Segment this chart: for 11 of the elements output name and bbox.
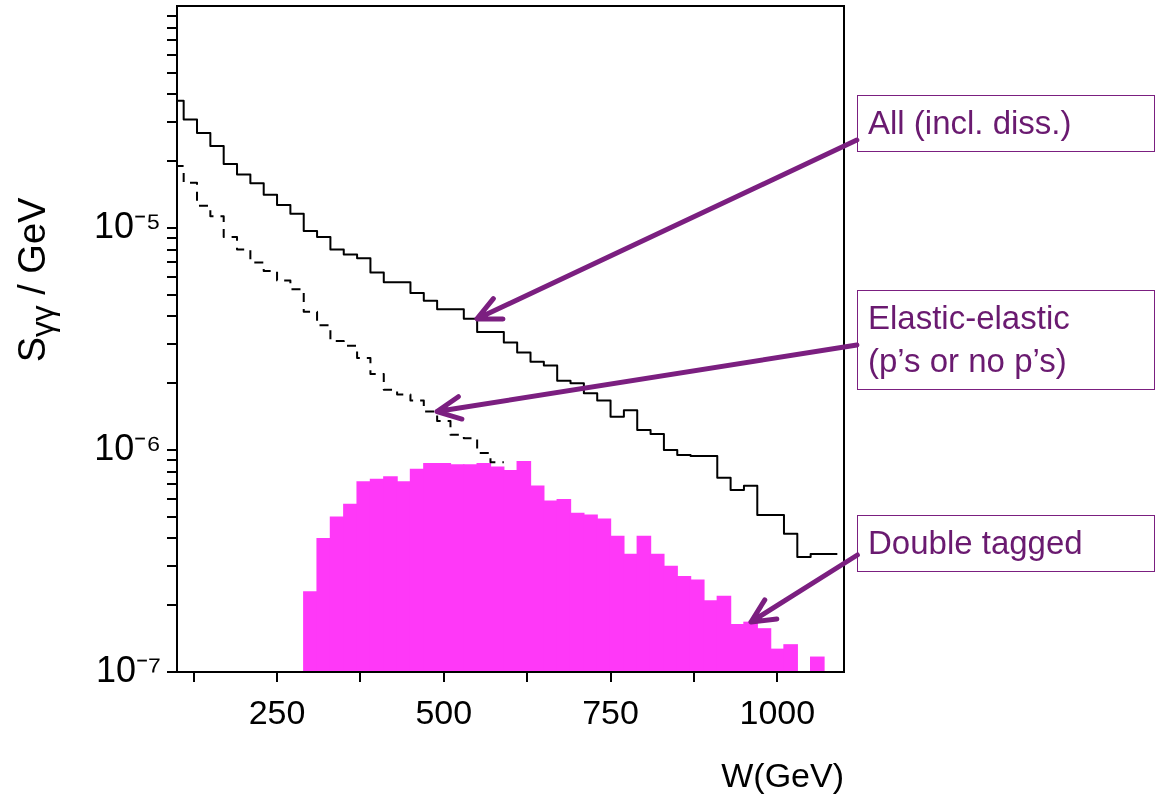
annotation: Elastic-elastic (p’s or no p’s) [857, 290, 1155, 390]
x-tick-label: 250 [248, 692, 306, 731]
x-axis-title: W(GeV) [721, 755, 844, 794]
x-tick-label: 750 [582, 692, 639, 731]
x-tick-label: 1000 [739, 692, 816, 731]
annotation: Double tagged [857, 515, 1155, 572]
y-tick-label: 10⁻⁶ [94, 426, 161, 468]
x-tick-label: 500 [415, 692, 473, 731]
annotation: All (incl. diss.) [857, 95, 1155, 152]
y-tick-label: 10⁻⁵ [94, 204, 161, 246]
y-tick-label: 10⁻⁷ [95, 648, 161, 690]
